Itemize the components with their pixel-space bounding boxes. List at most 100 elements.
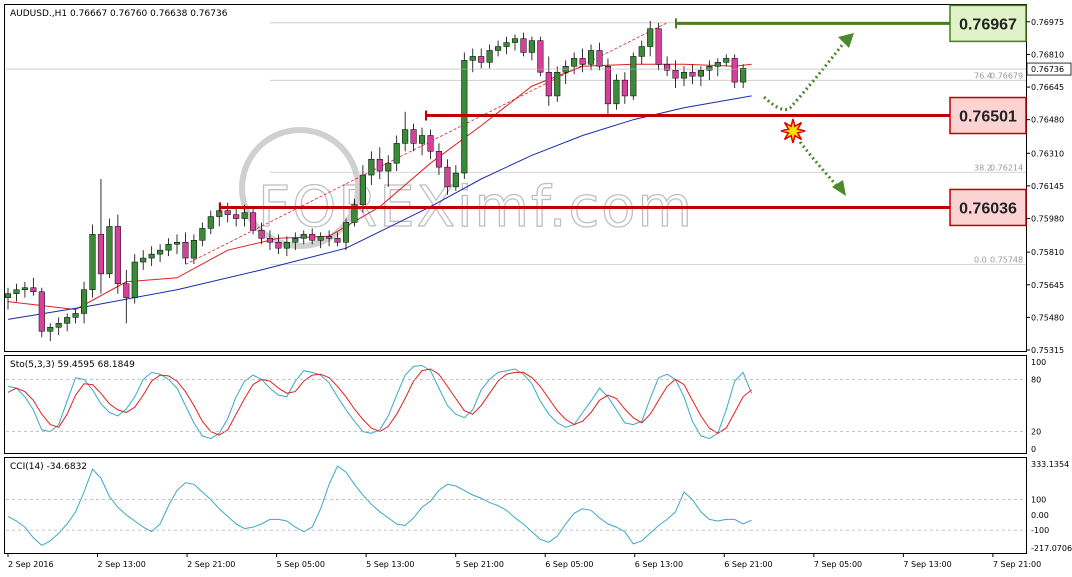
fib-ratio-0: 76.4 [974, 71, 992, 80]
cci-tick-label-0: 333.1354 [1031, 460, 1069, 469]
candle-body-28 [241, 212, 248, 219]
candle-body-8 [72, 313, 79, 318]
candle-body-86 [731, 58, 738, 83]
time-axis: 2 Sep 2016 2 Sep 13:00 2 Sep 21:00 5 Sep 05… [7, 553, 1041, 569]
candle-80 [680, 66, 688, 87]
candle-64 [545, 56, 552, 106]
fib-price-1: 0.76214 [990, 163, 1023, 172]
candle-body-12 [106, 226, 113, 275]
candle-body-74 [630, 56, 637, 97]
sto-tick-label-1: 80 [1031, 375, 1041, 384]
candle-body-76 [647, 28, 654, 47]
candle-body-5 [47, 327, 54, 332]
candle-body-45 [385, 162, 392, 172]
candlesticks [4, 20, 747, 342]
candle-50 [427, 129, 434, 160]
stochastic-panel-header: Sto(5,3,3) 59.4595 68.1849 [10, 360, 135, 370]
candle-19 [165, 238, 172, 257]
candle-53 [452, 165, 459, 191]
candle-87 [740, 64, 747, 89]
candle-46 [393, 135, 400, 172]
time-tick-label-10: 7 Sep 13:00 [903, 560, 951, 569]
price-tick-label-8: 0.75645 [1031, 281, 1064, 290]
cci-series-0 [7, 465, 752, 547]
candle-body-38 [326, 236, 333, 239]
current-price-box [1026, 62, 1072, 76]
candle-16 [140, 250, 147, 270]
candle-body-0 [4, 293, 12, 298]
candle-55 [469, 48, 476, 73]
candle-0 [4, 287, 12, 310]
candle-78 [664, 56, 671, 77]
candle-body-60 [511, 38, 519, 43]
candle-70 [596, 42, 603, 71]
cci-line [7, 465, 752, 547]
candle-6 [55, 317, 62, 336]
candle-81 [689, 64, 696, 85]
candle-47 [402, 111, 409, 152]
time-tick-label-0: 2 Sep 2016 [8, 560, 54, 569]
price-tick-label-6: 0.75980 [1031, 215, 1064, 224]
candle-33 [283, 236, 290, 257]
candle-body-39 [334, 238, 341, 243]
candle-72 [613, 74, 620, 110]
candle-10 [89, 224, 96, 298]
candle-body-77 [655, 28, 662, 65]
candle-18 [157, 244, 164, 263]
candle-body-69 [588, 50, 595, 65]
candle-5 [47, 323, 54, 342]
candle-84 [714, 58, 721, 77]
candle-body-14 [123, 283, 130, 298]
stochastic-panel: Sto(5,3,3) 59.4595 68.1849 100 80 20 0 [4, 355, 1046, 454]
candle-body-87 [740, 68, 747, 83]
level-label-2: 0.76036 [959, 200, 1017, 217]
bullish-arrowhead [838, 33, 854, 48]
candle-58 [495, 40, 502, 57]
candle-body-2 [21, 287, 28, 290]
candle-62 [528, 36, 535, 61]
candle-12 [106, 218, 113, 278]
candle-body-11 [97, 234, 105, 275]
candle-body-23 [199, 228, 206, 241]
sto-series-0 [7, 364, 753, 440]
candle-body-50 [427, 135, 434, 152]
candle-body-63 [537, 40, 544, 73]
candle-body-51 [435, 151, 442, 168]
candle-body-3 [30, 287, 37, 292]
candle-60 [511, 34, 519, 51]
candle-body-73 [621, 79, 628, 97]
candle-35 [300, 230, 307, 245]
candle-24 [207, 210, 214, 235]
candle-body-36 [309, 234, 316, 241]
current-price-label: 0.76736 [1031, 65, 1064, 74]
candle-body-56 [478, 56, 485, 63]
candle-body-33 [283, 242, 290, 249]
candle-39 [334, 232, 341, 247]
price-tick-label-7: 0.75810 [1031, 248, 1064, 257]
ma-slow-line [7, 95, 752, 320]
candle-body-80 [680, 71, 688, 79]
candle-body-61 [520, 38, 527, 53]
cci-panel-frame [4, 457, 1027, 554]
candle-body-47 [402, 129, 409, 144]
candle-43 [368, 151, 375, 185]
candle-body-55 [469, 56, 476, 61]
price-panel: AUDUSD.,H1 0.76667 0.76760 0.76638 0.767… [4, 4, 1072, 355]
candle-body-78 [664, 64, 671, 71]
candle-body-75 [638, 46, 645, 57]
candle-body-62 [528, 40, 535, 53]
sto-tick-label-2: 20 [1031, 428, 1041, 437]
candle-body-40 [342, 222, 350, 243]
candle-77 [655, 22, 662, 71]
candle-body-41 [351, 204, 358, 223]
candle-61 [520, 32, 527, 57]
candle-15 [131, 254, 138, 304]
candle-body-9 [81, 289, 88, 314]
cci-axis: 333.1354 100 0.00 -100 -217.0706 [6, 460, 1072, 553]
time-tick-label-1: 2 Sep 13:00 [98, 560, 146, 569]
price-tick-label-1: 0.76810 [1031, 50, 1064, 59]
candle-body-32 [275, 242, 282, 249]
stochastic-axis: 100 80 20 0 [6, 358, 1046, 454]
price-tick-label-5: 0.76145 [1031, 182, 1064, 191]
candle-3 [30, 277, 37, 296]
